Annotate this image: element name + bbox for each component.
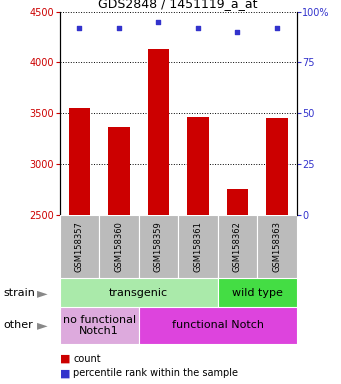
Text: GSM158357: GSM158357 bbox=[75, 221, 84, 272]
Bar bbox=[266, 118, 288, 215]
Bar bbox=[60, 278, 218, 307]
Text: count: count bbox=[73, 354, 101, 364]
Text: GSM158362: GSM158362 bbox=[233, 221, 242, 272]
Text: wild type: wild type bbox=[232, 288, 283, 298]
Text: transgenic: transgenic bbox=[109, 288, 168, 298]
Bar bbox=[60, 307, 139, 344]
Text: ■: ■ bbox=[60, 368, 70, 378]
Bar bbox=[187, 118, 209, 215]
Bar bbox=[257, 215, 297, 278]
Text: other: other bbox=[3, 320, 33, 331]
Text: ►: ► bbox=[37, 318, 48, 333]
Text: GSM158363: GSM158363 bbox=[272, 221, 281, 272]
Text: functional Notch: functional Notch bbox=[172, 320, 264, 331]
Bar bbox=[60, 215, 99, 278]
Text: ■: ■ bbox=[60, 354, 70, 364]
Point bbox=[274, 25, 280, 31]
Point bbox=[116, 25, 122, 31]
Title: GDS2848 / 1451119_a_at: GDS2848 / 1451119_a_at bbox=[99, 0, 258, 10]
Text: GSM158360: GSM158360 bbox=[115, 221, 123, 272]
Bar bbox=[218, 215, 257, 278]
Text: GSM158361: GSM158361 bbox=[193, 221, 203, 272]
Point bbox=[195, 25, 201, 31]
Bar bbox=[148, 49, 169, 215]
Text: strain: strain bbox=[3, 288, 35, 298]
Point bbox=[77, 25, 82, 31]
Bar bbox=[226, 189, 248, 215]
Bar bbox=[178, 215, 218, 278]
Text: percentile rank within the sample: percentile rank within the sample bbox=[73, 368, 238, 378]
Bar bbox=[218, 278, 297, 307]
Point bbox=[235, 29, 240, 35]
Bar bbox=[108, 126, 130, 215]
Bar bbox=[139, 215, 178, 278]
Text: ►: ► bbox=[37, 286, 48, 300]
Bar bbox=[69, 108, 90, 215]
Bar bbox=[99, 215, 139, 278]
Point bbox=[156, 18, 161, 25]
Bar bbox=[139, 307, 297, 344]
Text: no functional
Notch1: no functional Notch1 bbox=[63, 314, 136, 336]
Text: GSM158359: GSM158359 bbox=[154, 221, 163, 272]
